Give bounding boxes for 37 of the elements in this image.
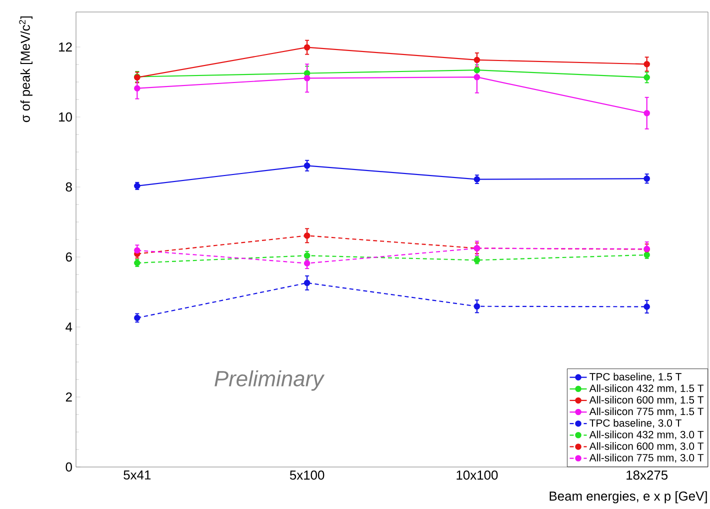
point [134, 247, 140, 254]
y-axis-title: σ of peak [MeV/c$^{2}$] [19, 16, 32, 122]
point [134, 85, 140, 92]
point [474, 176, 480, 182]
legend-label: All-silicon 775 mm, 1.5 T [589, 407, 704, 416]
annotation: Preliminary [214, 370, 325, 391]
x-axis-title: Beam energies, e x p [GeV] [550, 491, 707, 504]
point [304, 280, 310, 286]
point [304, 70, 310, 76]
point [304, 232, 310, 239]
legend-label: All-silicon 600 mm, 3.0 T [589, 442, 704, 452]
y-tick-label: 10 [59, 112, 72, 122]
legend-label: TPC baseline, 3.0 T [590, 419, 682, 428]
x-tick-label: 10x100 [456, 470, 498, 480]
legend-label: All-silicon 775 mm, 3.0 T [589, 454, 704, 463]
legend-label: All-silicon 432 mm, 1.5 T [589, 384, 704, 394]
point [644, 61, 650, 68]
y-tick-label: 6 [66, 252, 72, 262]
point [644, 110, 650, 116]
x-tick-label: 5x41 [124, 470, 151, 480]
point [304, 162, 310, 169]
point [474, 74, 480, 80]
point [304, 75, 310, 82]
point [304, 44, 310, 50]
y-tick-label: 8 [66, 182, 72, 192]
point [474, 303, 480, 310]
y-tick-label: 4 [66, 322, 72, 332]
x-tick-label: 5x100 [290, 470, 324, 480]
legend-label: TPC baseline, 1.5 T [590, 372, 682, 382]
x-tick-label: 18x275 [626, 470, 668, 480]
y-tick-label: 12 [59, 42, 72, 52]
y-tick-label: 0 [66, 462, 72, 472]
y-tick-label: 2 [66, 392, 72, 402]
legend-label: All-silicon 432 mm, 3.0 T [589, 430, 704, 440]
legend-label: All-silicon 600 mm, 1.5 T [589, 396, 704, 405]
point [644, 304, 650, 310]
point [474, 257, 480, 264]
